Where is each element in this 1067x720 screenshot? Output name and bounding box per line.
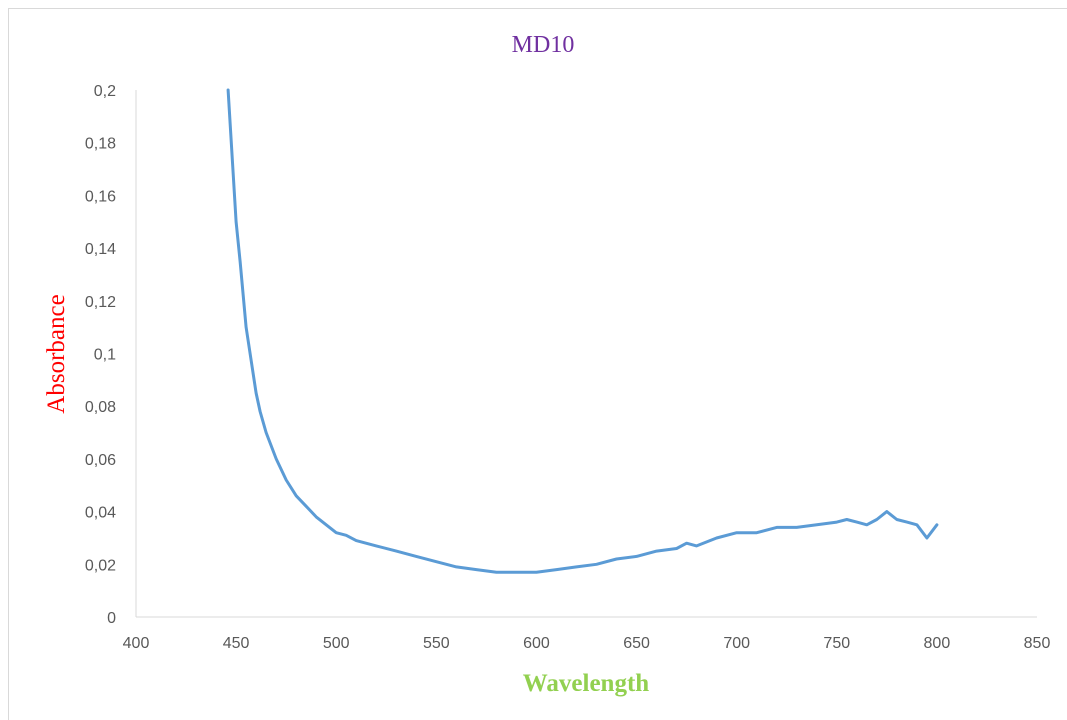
chart-frame: [8, 8, 1067, 720]
y-tick-label: 0,2: [94, 83, 116, 100]
x-tick-label: 450: [223, 635, 250, 652]
x-tick-label: 600: [523, 635, 550, 652]
tick-labels: 400 450 500 550 600 650 700 750 800 850 0 0,02 0,04 0…: [85, 83, 1051, 652]
x-tick-label: 800: [924, 635, 951, 652]
y-tick-label: 0: [107, 610, 116, 627]
y-tick-label: 0,06: [85, 452, 116, 469]
y-tick-label: 0,08: [85, 399, 116, 416]
x-tick-label: 850: [1024, 635, 1051, 652]
plot-area: [226, 88, 939, 574]
x-tick-label: 650: [623, 635, 650, 652]
y-tick-label: 0,18: [85, 136, 116, 153]
y-tick-label: 0,16: [85, 188, 116, 205]
x-tick-label: 750: [823, 635, 850, 652]
y-axis-label: Absorbance: [43, 294, 70, 413]
y-tick-label: 0,04: [85, 505, 116, 522]
series-line: [226, 88, 939, 574]
x-tick-label: 400: [123, 635, 150, 652]
x-tick-label: 550: [423, 635, 450, 652]
x-axis-label: Wavelength: [523, 670, 649, 697]
y-tick-label: 0,02: [85, 557, 116, 574]
y-tick-label: 0,14: [85, 241, 116, 258]
axes: [135, 90, 1037, 618]
x-tick-label: 700: [723, 635, 750, 652]
y-tick-label: 0,1: [94, 347, 116, 364]
chart-title: MD10: [512, 32, 575, 58]
y-tick-label: 0,12: [85, 294, 116, 311]
x-tick-label: 500: [323, 635, 350, 652]
